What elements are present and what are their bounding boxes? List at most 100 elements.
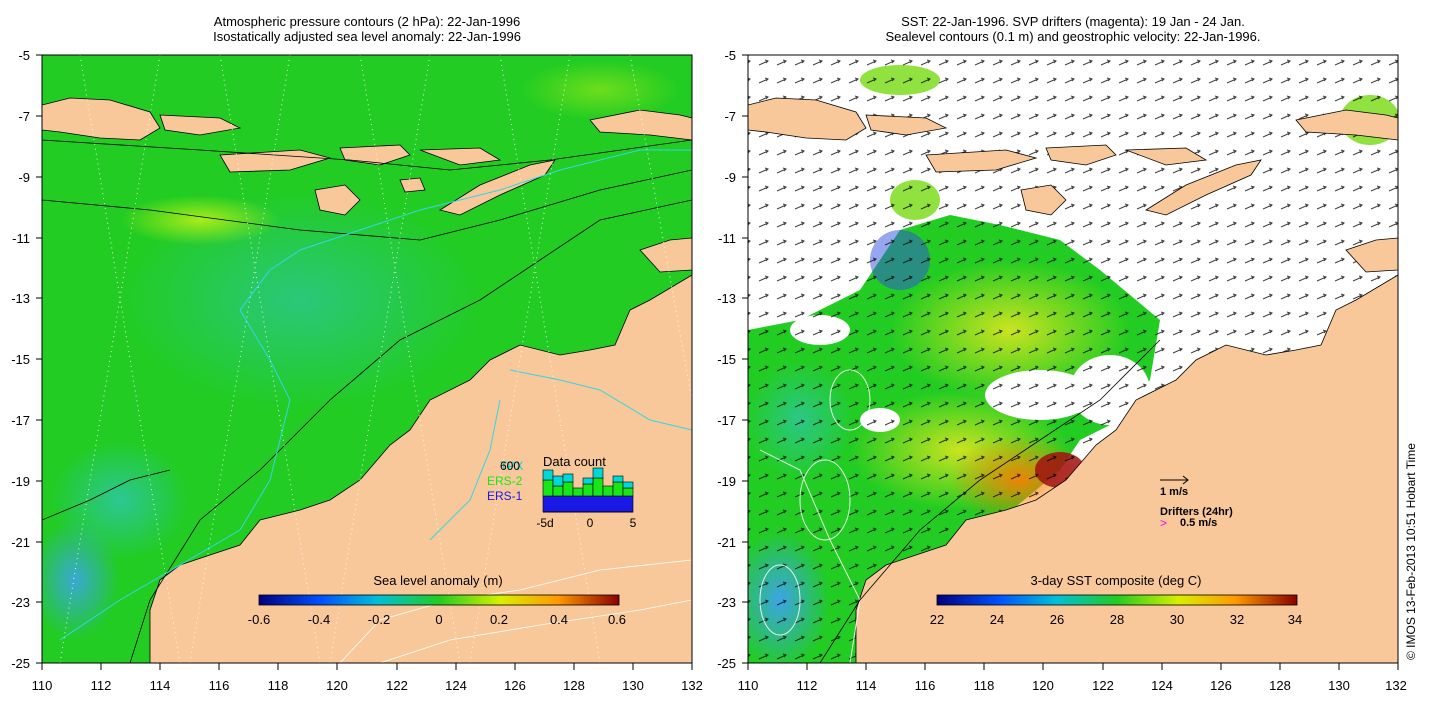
right-cb-tick: 22	[930, 612, 944, 627]
right-xtick: 130	[1328, 678, 1350, 693]
right-ytick: -23	[717, 595, 736, 610]
inset-xtick: 0	[587, 516, 594, 530]
left-colorbar-label: Sea level anomaly (m)	[373, 573, 502, 588]
right-ytick: -5	[724, 48, 736, 63]
inset-y-label: 600	[500, 459, 520, 473]
right-colorbar: 3-day SST composite (deg C) 22 24 26 28 …	[930, 573, 1302, 627]
left-title-line1: Atmospheric pressure contours (2 hPa): 2…	[213, 14, 521, 29]
left-cb-tick: 0	[435, 612, 442, 627]
right-colorbar-label: 3-day SST composite (deg C)	[1031, 573, 1202, 588]
left-cb-tick: 0.6	[608, 612, 626, 627]
left-xtick: 124	[445, 678, 467, 693]
left-islands	[42, 97, 692, 273]
right-xtick: 110	[738, 678, 759, 693]
right-cb-tick: 28	[1110, 612, 1124, 627]
left-ytick: -23	[11, 595, 30, 610]
right-islands	[748, 97, 1398, 273]
left-xtick: 118	[268, 678, 289, 693]
drifters-scale-symbol: >	[1160, 516, 1167, 530]
right-ytick: -21	[717, 535, 736, 550]
left-ytick: -5	[18, 48, 30, 63]
left-xtick: 132	[681, 678, 703, 693]
drifters-scale-label: 0.5 m/s	[1180, 517, 1217, 529]
left-cb-tick: 0.2	[490, 612, 508, 627]
right-xtick: 128	[1269, 678, 1291, 693]
left-panel-title: Atmospheric pressure contours (2 hPa): 2…	[42, 14, 692, 44]
right-map	[747, 54, 1399, 664]
right-y-axis: -5 -7 -9 -11 -13 -15 -17 -19 -21 -23 -25	[717, 48, 736, 671]
right-cb-tick: 24	[990, 612, 1004, 627]
right-ytick: -7	[724, 109, 736, 124]
left-ytick: -11	[12, 231, 30, 246]
right-sealevel-contours	[759, 369, 871, 663]
left-x-axis: 110 112 114 116 118 120 122 124 126 128 …	[32, 678, 703, 693]
right-title-line1: SST: 22-Jan-1996. SVP drifters (magenta)…	[901, 14, 1245, 29]
left-xtick: 112	[91, 678, 112, 693]
left-xtick: 122	[386, 678, 408, 693]
left-xtick: 110	[32, 678, 53, 693]
left-ytick: -21	[11, 535, 30, 550]
left-xtick: 128	[563, 678, 585, 693]
left-ytick: -15	[11, 352, 30, 367]
right-ytick: -9	[724, 170, 736, 185]
left-map	[41, 54, 693, 664]
right-xtick: 122	[1092, 678, 1114, 693]
right-xtick: 132	[1385, 678, 1407, 693]
right-xtick: 114	[856, 678, 877, 693]
right-title-line2: Sealevel contours (0.1 m) and geostrophi…	[885, 29, 1261, 44]
left-xtick: 130	[622, 678, 644, 693]
right-xtick: 120	[1032, 678, 1054, 693]
inset-legend-ers1: ERS-1	[487, 489, 523, 503]
left-y-ticks	[36, 54, 42, 664]
velocity-legend: 1 m/s Drifters (24hr) > 0.5 m/s	[1160, 475, 1233, 530]
inset-xtick: 5	[630, 516, 637, 530]
inset-legend-tpx: TPX	[500, 459, 523, 473]
right-ytick: -17	[717, 413, 736, 428]
left-cb-tick: -0.6	[248, 612, 270, 627]
left-cb-tick: -0.4	[308, 612, 330, 627]
left-ytick: -17	[11, 413, 30, 428]
right-cb-tick: 26	[1050, 612, 1064, 627]
data-count-inset: Data count TPX 600 ERS-2 ERS-1 -5d	[487, 454, 637, 530]
right-panel-title: SST: 22-Jan-1996. SVP drifters (magenta)…	[748, 14, 1398, 44]
left-ytick: -25	[11, 656, 30, 671]
left-xtick: 120	[326, 678, 348, 693]
velocity-scale-label: 1 m/s	[1160, 486, 1188, 498]
credit-text: © IMOS 13-Feb-2013 10:51 Hobart Time	[1404, 443, 1418, 660]
left-australia	[149, 274, 692, 663]
right-x-ticks	[747, 663, 1399, 670]
right-xtick: 118	[974, 678, 995, 693]
right-ytick: -25	[717, 656, 736, 671]
left-ytick: -13	[11, 291, 30, 306]
drifters-label: Drifters (24hr)	[1160, 506, 1233, 518]
right-cb-tick: 30	[1170, 612, 1184, 627]
right-xtick: 112	[797, 678, 818, 693]
right-x-axis: 110 112 114 116 118 120 122 124 126 128 …	[738, 678, 1407, 693]
left-ytick: -7	[18, 109, 30, 124]
left-satellite-tracks	[59, 55, 692, 663]
left-colorbar: Sea level anomaly (m) -0.6 -0.4 -0.2 0 0…	[248, 573, 626, 627]
left-title-line2: Isostatically adjusted sea level anomaly…	[213, 29, 521, 44]
inset-legend-ers2: ERS-2	[487, 474, 523, 488]
right-australia	[855, 274, 1398, 663]
right-xtick: 124	[1151, 678, 1173, 693]
right-xtick: 126	[1210, 678, 1232, 693]
right-ytick: -19	[717, 474, 736, 489]
left-xtick: 116	[209, 678, 230, 693]
inset-xtick: -5d	[536, 516, 553, 530]
left-cb-tick: -0.2	[368, 612, 390, 627]
left-ytick: -19	[11, 474, 30, 489]
left-y-axis: -5 -7 -9 -11 -13 -15 -17 -19 -21 -23 -25	[11, 48, 30, 671]
right-y-ticks	[742, 54, 748, 664]
left-xtick: 114	[150, 678, 171, 693]
right-xtick: 116	[915, 678, 936, 693]
left-cb-tick: 0.4	[550, 612, 568, 627]
left-ytick: -9	[18, 170, 30, 185]
inset-title: Data count	[543, 454, 606, 469]
right-ytick: -11	[718, 231, 736, 246]
right-ytick: -15	[717, 352, 736, 367]
right-cb-tick: 34	[1288, 612, 1302, 627]
left-x-ticks	[41, 663, 693, 670]
right-cb-tick: 32	[1230, 612, 1244, 627]
